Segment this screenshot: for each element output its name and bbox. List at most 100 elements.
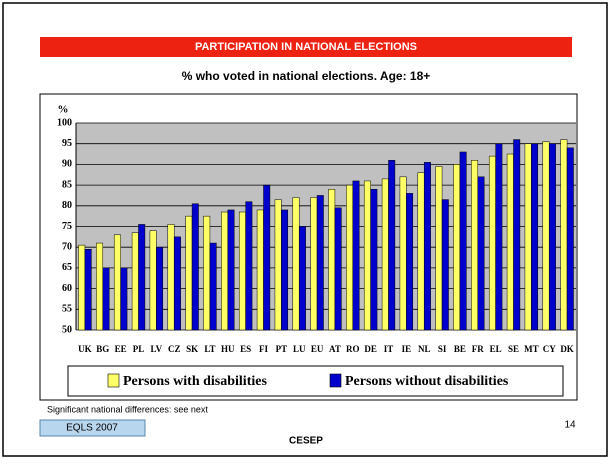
legend-swatch bbox=[107, 373, 120, 388]
x-tick-label: EU bbox=[311, 344, 324, 354]
bar bbox=[370, 188, 378, 331]
x-tick-label: BE bbox=[454, 344, 466, 354]
bar bbox=[263, 184, 271, 331]
bar bbox=[102, 267, 110, 331]
x-tick-label: SI bbox=[438, 344, 447, 354]
chart-subtitle: % who voted in national elections. Age: … bbox=[182, 69, 431, 83]
title-banner bbox=[40, 37, 572, 57]
x-tick-label: HU bbox=[221, 344, 235, 354]
x-tick-label: CY bbox=[543, 344, 556, 354]
bar bbox=[423, 162, 431, 331]
bar bbox=[459, 151, 467, 331]
bar bbox=[245, 201, 253, 331]
x-tick-label: MT bbox=[524, 344, 539, 354]
bar bbox=[96, 242, 104, 331]
bar bbox=[513, 139, 521, 331]
chart-title: PARTICIPATION IN NATIONAL ELECTIONS bbox=[195, 41, 417, 53]
bar bbox=[488, 155, 496, 331]
bar bbox=[298, 226, 306, 331]
y-tick-label: 100 bbox=[57, 117, 72, 128]
bar bbox=[542, 141, 550, 331]
bar bbox=[399, 176, 407, 331]
y-tick-label: 75 bbox=[62, 221, 72, 232]
x-tick-label: EE bbox=[115, 344, 127, 354]
y-tick-label: 65 bbox=[62, 262, 72, 273]
bar bbox=[560, 139, 568, 331]
x-tick-label: IE bbox=[402, 344, 412, 354]
bar bbox=[156, 246, 164, 331]
legend-swatch bbox=[329, 373, 342, 388]
y-tick-label: 70 bbox=[62, 241, 72, 252]
x-tick-label: CZ bbox=[168, 344, 181, 354]
x-tick-label: RO bbox=[346, 344, 360, 354]
y-tick-label: 60 bbox=[62, 283, 72, 294]
x-tick-label: BG bbox=[96, 344, 109, 354]
x-tick-label: PT bbox=[276, 344, 288, 354]
bar bbox=[281, 209, 289, 331]
bar bbox=[78, 244, 86, 331]
bar bbox=[352, 180, 360, 331]
bar bbox=[185, 215, 193, 331]
bar bbox=[453, 164, 461, 331]
legend-label: Persons with disabilities bbox=[123, 374, 267, 389]
bar bbox=[120, 267, 128, 331]
bar bbox=[524, 143, 532, 331]
bar bbox=[84, 249, 92, 331]
bar bbox=[346, 184, 354, 331]
y-tick-label: 85 bbox=[62, 179, 72, 190]
x-tick-label: AT bbox=[329, 344, 341, 354]
x-tick-label: SE bbox=[508, 344, 519, 354]
x-tick-label: SK bbox=[186, 344, 198, 354]
bar bbox=[441, 199, 449, 331]
bar bbox=[203, 215, 211, 331]
bar bbox=[435, 166, 443, 331]
y-tick-label: 55 bbox=[62, 304, 72, 315]
bar bbox=[471, 160, 479, 331]
y-axis-label: % bbox=[58, 104, 69, 116]
bar bbox=[381, 178, 389, 331]
x-tick-label: EL bbox=[490, 344, 502, 354]
legend bbox=[67, 365, 564, 397]
x-tick-label: LV bbox=[151, 344, 163, 354]
y-tick-label: 80 bbox=[62, 200, 72, 211]
y-tick-label: 50 bbox=[62, 324, 72, 335]
bar bbox=[316, 195, 324, 331]
y-tick-label: 95 bbox=[62, 138, 72, 149]
tag: EQLS 2007 bbox=[66, 423, 118, 434]
bar bbox=[531, 143, 539, 331]
bar bbox=[191, 203, 199, 331]
bar bbox=[256, 209, 264, 331]
legend-label: Persons without disabilities bbox=[345, 374, 509, 389]
x-tick-label: LT bbox=[204, 344, 215, 354]
x-tick-label: DK bbox=[560, 344, 574, 354]
bar bbox=[388, 160, 396, 331]
x-tick-label: LU bbox=[293, 344, 306, 354]
bar bbox=[548, 143, 556, 331]
bar bbox=[274, 199, 282, 331]
tag-box bbox=[39, 419, 146, 437]
x-tick-label: NL bbox=[418, 344, 431, 354]
bar bbox=[138, 224, 146, 331]
bar bbox=[328, 188, 336, 331]
bar bbox=[238, 211, 246, 331]
bar bbox=[149, 230, 157, 331]
bar bbox=[334, 207, 342, 331]
bar bbox=[495, 143, 503, 331]
x-tick-label: IT bbox=[384, 344, 394, 354]
bar bbox=[477, 176, 485, 331]
footer: CESEP bbox=[289, 436, 323, 447]
bar bbox=[167, 224, 175, 331]
bar bbox=[221, 211, 229, 331]
bar bbox=[209, 242, 217, 331]
bar bbox=[506, 153, 514, 331]
bar bbox=[566, 147, 574, 331]
bar bbox=[292, 197, 300, 331]
bar bbox=[406, 193, 414, 331]
bar bbox=[417, 172, 425, 331]
x-tick-label: UK bbox=[78, 344, 92, 354]
x-tick-label: ES bbox=[240, 344, 251, 354]
y-tick-label: 90 bbox=[62, 159, 72, 170]
bar bbox=[310, 197, 318, 331]
